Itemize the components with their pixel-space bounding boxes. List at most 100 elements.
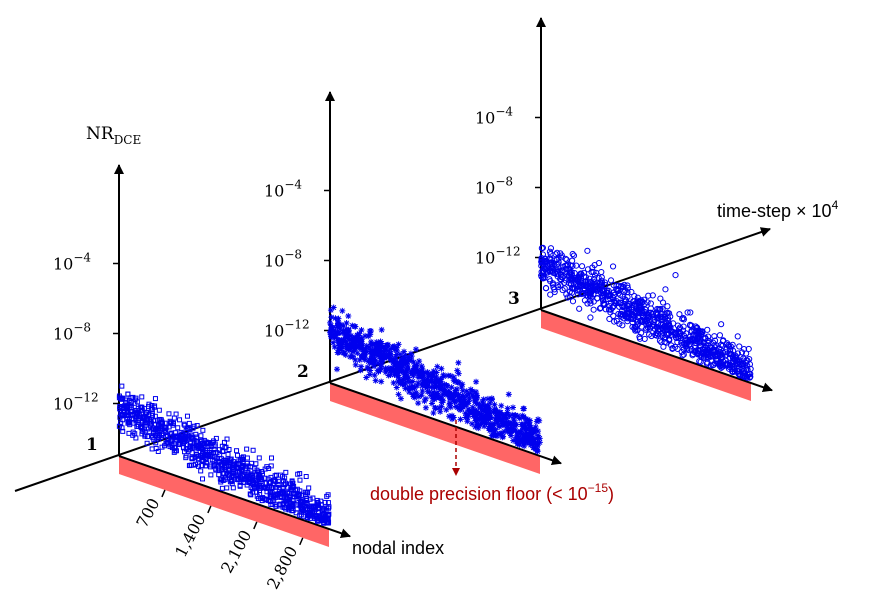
y-tick-base: 10 bbox=[264, 322, 284, 341]
data-point bbox=[590, 268, 597, 276]
data-point bbox=[224, 485, 230, 491]
data-point bbox=[430, 410, 437, 417]
data-point bbox=[367, 346, 374, 353]
data-point bbox=[412, 346, 419, 353]
data-point bbox=[351, 338, 358, 345]
data-point bbox=[540, 273, 547, 281]
data-point bbox=[239, 455, 245, 461]
data-point bbox=[396, 367, 403, 374]
data-point bbox=[520, 441, 527, 448]
data-point bbox=[557, 250, 564, 257]
data-point bbox=[473, 416, 480, 423]
data-point bbox=[459, 387, 466, 394]
data-point bbox=[283, 500, 289, 506]
data-point bbox=[333, 366, 340, 373]
data-point bbox=[159, 419, 165, 425]
data-point bbox=[740, 345, 748, 353]
data-point bbox=[505, 419, 512, 426]
data-point bbox=[318, 498, 324, 504]
data-point bbox=[568, 285, 576, 292]
data-point bbox=[358, 352, 365, 359]
data-point bbox=[454, 404, 461, 411]
data-point bbox=[437, 395, 444, 402]
data-point bbox=[563, 291, 570, 298]
time-step-axis-label: time-step × 104 bbox=[717, 198, 839, 221]
data-point bbox=[532, 424, 539, 431]
data-point bbox=[467, 386, 474, 393]
data-point bbox=[615, 282, 622, 289]
data-point bbox=[237, 482, 243, 488]
data-point bbox=[700, 354, 707, 362]
data-point bbox=[189, 455, 195, 461]
data-point bbox=[191, 423, 197, 429]
data-point bbox=[578, 263, 586, 270]
data-point bbox=[711, 333, 718, 340]
data-point bbox=[416, 358, 423, 365]
data-point bbox=[199, 455, 205, 461]
data-point bbox=[371, 372, 378, 379]
data-point bbox=[182, 449, 188, 455]
data-point bbox=[434, 363, 441, 370]
data-point bbox=[725, 365, 733, 372]
data-point bbox=[538, 245, 545, 252]
floor-annotation-text: double precision floor (< 10 bbox=[370, 484, 588, 504]
data-point bbox=[400, 363, 407, 370]
data-point bbox=[507, 432, 514, 439]
data-point bbox=[340, 327, 347, 334]
data-point bbox=[369, 351, 376, 358]
data-point bbox=[649, 292, 656, 299]
data-point bbox=[459, 403, 466, 410]
data-point bbox=[415, 368, 422, 375]
data-point bbox=[602, 282, 609, 289]
data-point bbox=[430, 389, 437, 396]
data-point bbox=[425, 373, 432, 380]
data-point bbox=[208, 451, 214, 457]
data-point bbox=[332, 332, 339, 339]
data-point bbox=[431, 394, 438, 401]
data-point bbox=[424, 378, 431, 385]
data-point bbox=[534, 448, 541, 455]
data-point bbox=[672, 272, 679, 279]
data-point bbox=[511, 419, 518, 426]
data-point bbox=[571, 270, 578, 277]
data-point bbox=[325, 512, 331, 518]
data-point bbox=[397, 395, 404, 402]
data-point bbox=[343, 320, 350, 327]
data-point bbox=[691, 348, 698, 356]
data-point bbox=[363, 342, 370, 349]
data-point bbox=[215, 465, 221, 471]
data-point bbox=[431, 405, 438, 412]
data-point bbox=[340, 322, 347, 329]
data-point bbox=[535, 428, 542, 435]
data-point bbox=[469, 404, 476, 411]
data-point bbox=[299, 499, 305, 505]
data-point bbox=[595, 274, 602, 282]
data-point bbox=[413, 362, 420, 369]
data-point bbox=[526, 419, 533, 426]
y-tick-exponent: −8 bbox=[495, 175, 513, 189]
data-point bbox=[299, 507, 305, 513]
data-point bbox=[591, 261, 598, 269]
data-point bbox=[542, 285, 550, 292]
data-point bbox=[621, 295, 628, 303]
data-point bbox=[420, 370, 427, 377]
data-point bbox=[244, 460, 250, 466]
data-point bbox=[553, 249, 561, 256]
data-point bbox=[436, 404, 443, 411]
data-point bbox=[141, 414, 147, 420]
data-point bbox=[506, 425, 513, 432]
data-point bbox=[726, 350, 733, 358]
data-point bbox=[343, 330, 350, 337]
data-point bbox=[287, 504, 293, 510]
data-point bbox=[536, 435, 543, 442]
data-point bbox=[573, 262, 580, 269]
data-point bbox=[486, 425, 493, 432]
data-point bbox=[613, 317, 620, 325]
data-point bbox=[139, 394, 145, 400]
data-point bbox=[352, 334, 359, 341]
data-point bbox=[521, 435, 528, 442]
data-point bbox=[611, 318, 618, 325]
data-point bbox=[414, 382, 421, 389]
data-point bbox=[740, 360, 747, 368]
data-point bbox=[704, 326, 711, 333]
